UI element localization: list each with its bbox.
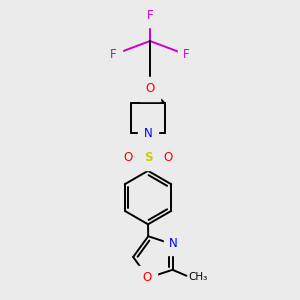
- Text: CH₃: CH₃: [188, 272, 208, 282]
- Text: N: N: [169, 237, 178, 250]
- Text: F: F: [110, 48, 117, 62]
- Text: O: O: [142, 271, 152, 284]
- Text: O: O: [146, 82, 154, 95]
- Text: F: F: [147, 9, 153, 22]
- Text: O: O: [124, 152, 133, 164]
- Text: N: N: [144, 127, 152, 140]
- Text: S: S: [144, 152, 152, 164]
- Text: O: O: [163, 152, 172, 164]
- Text: F: F: [183, 48, 190, 62]
